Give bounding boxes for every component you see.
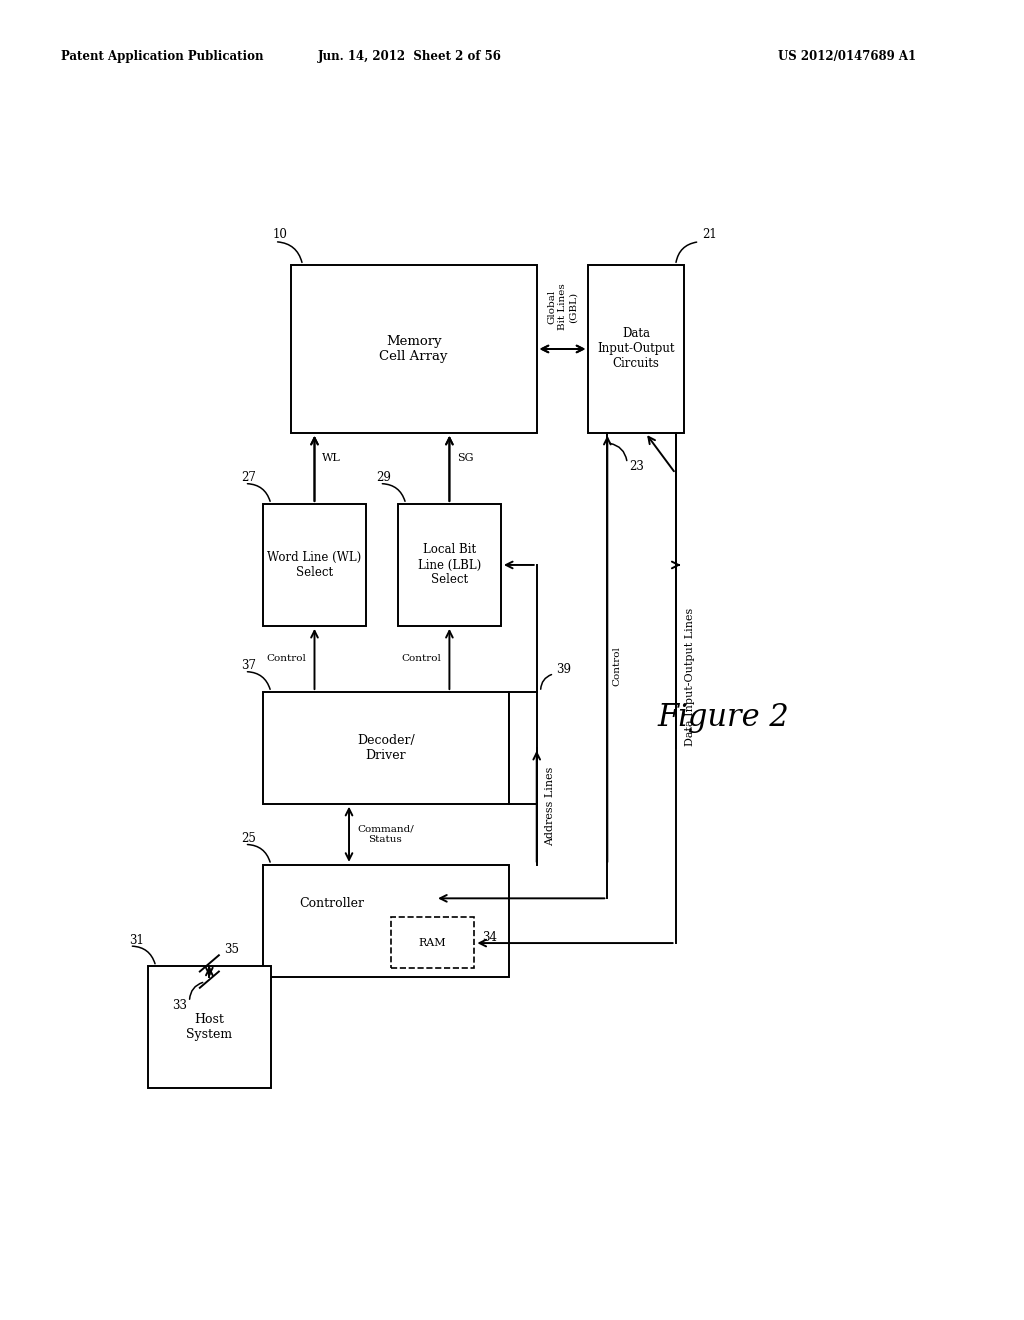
Bar xyxy=(291,265,537,433)
Text: 39: 39 xyxy=(557,663,571,676)
Text: Control: Control xyxy=(401,655,441,664)
Text: Patent Application Publication: Patent Application Publication xyxy=(61,50,264,63)
Text: 33: 33 xyxy=(172,998,187,1011)
Text: Command/
Status: Command/ Status xyxy=(357,825,414,843)
Text: RAM: RAM xyxy=(419,937,446,948)
Bar xyxy=(147,966,270,1089)
Bar xyxy=(509,692,537,804)
Bar xyxy=(397,504,501,626)
Text: Address Lines: Address Lines xyxy=(545,767,555,846)
Bar xyxy=(263,692,509,804)
Text: Controller: Controller xyxy=(299,898,365,911)
Text: 10: 10 xyxy=(272,228,288,242)
Text: Host
System: Host System xyxy=(186,1014,232,1041)
Bar xyxy=(588,265,684,433)
Text: 27: 27 xyxy=(242,471,256,484)
Text: 31: 31 xyxy=(130,933,144,946)
Text: 21: 21 xyxy=(701,228,717,242)
Text: WL: WL xyxy=(323,453,341,463)
Text: Data
Input-Output
Circuits: Data Input-Output Circuits xyxy=(597,327,675,371)
Bar xyxy=(263,504,367,626)
Text: US 2012/0147689 A1: US 2012/0147689 A1 xyxy=(778,50,916,63)
Text: Figure 2: Figure 2 xyxy=(657,702,790,733)
Text: SG: SG xyxy=(458,453,474,463)
Text: Local Bit
Line (LBL)
Select: Local Bit Line (LBL) Select xyxy=(418,544,481,586)
Bar xyxy=(391,917,474,968)
Text: 35: 35 xyxy=(223,942,239,956)
Text: Control: Control xyxy=(612,645,622,685)
Bar xyxy=(263,865,509,977)
Text: 37: 37 xyxy=(242,659,256,672)
Text: Global
Bit Lines
(GBL): Global Bit Lines (GBL) xyxy=(548,284,578,330)
Text: 23: 23 xyxy=(630,459,644,473)
Text: 34: 34 xyxy=(482,932,498,945)
Text: Control: Control xyxy=(266,655,306,664)
Text: Word Line (WL)
Select: Word Line (WL) Select xyxy=(267,550,361,579)
Text: Data Input-Output Lines: Data Input-Output Lines xyxy=(685,607,695,746)
Text: 29: 29 xyxy=(377,471,391,484)
Text: Memory
Cell Array: Memory Cell Array xyxy=(380,335,447,363)
Text: Jun. 14, 2012  Sheet 2 of 56: Jun. 14, 2012 Sheet 2 of 56 xyxy=(317,50,502,63)
Text: 25: 25 xyxy=(242,832,256,845)
Text: Decoder/
Driver: Decoder/ Driver xyxy=(357,734,415,762)
